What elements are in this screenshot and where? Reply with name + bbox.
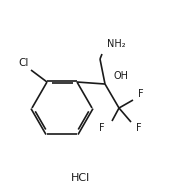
Text: OH: OH	[113, 71, 128, 81]
Text: Cl: Cl	[19, 58, 29, 68]
Text: NH₂: NH₂	[107, 39, 126, 49]
Text: HCl: HCl	[70, 173, 90, 183]
Text: F: F	[136, 123, 142, 133]
Text: F: F	[99, 123, 105, 133]
Text: F: F	[138, 89, 144, 99]
